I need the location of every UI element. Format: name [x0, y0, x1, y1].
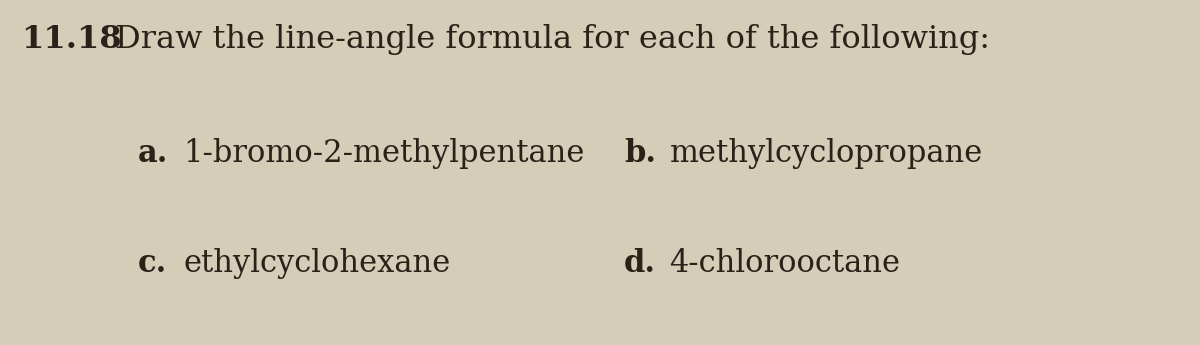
Text: 4-chlorooctane: 4-chlorooctane	[670, 248, 900, 279]
Text: ethylcyclohexane: ethylcyclohexane	[184, 248, 451, 279]
Text: d.: d.	[624, 248, 656, 279]
Text: Draw the line-angle formula for each of the following:: Draw the line-angle formula for each of …	[115, 24, 990, 55]
Text: methylcyclopropane: methylcyclopropane	[670, 138, 983, 169]
Text: b.: b.	[624, 138, 656, 169]
Text: 11.18: 11.18	[22, 24, 122, 55]
Text: c.: c.	[138, 248, 167, 279]
Text: a.: a.	[138, 138, 168, 169]
Text: 1-bromo-2-methylpentane: 1-bromo-2-methylpentane	[184, 138, 584, 169]
